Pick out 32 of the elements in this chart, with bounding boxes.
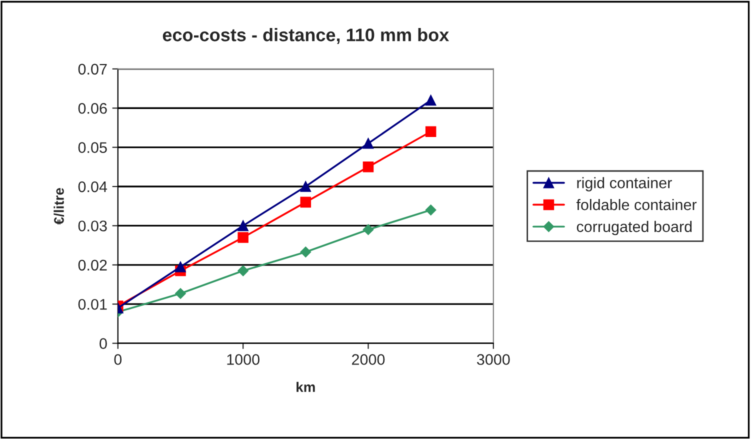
point xyxy=(300,196,312,208)
point xyxy=(175,261,186,272)
y-tick-label: 0.04 xyxy=(78,181,108,192)
point xyxy=(362,138,374,149)
point xyxy=(425,94,436,106)
x-tick-label: 1000 xyxy=(227,354,260,365)
legend-label: foldable container xyxy=(576,198,697,210)
chart-title: eco-costs - distance, 110 mm box xyxy=(162,28,450,44)
y-tick-label: 0.07 xyxy=(78,64,107,75)
legend-label: rigid container xyxy=(577,177,672,192)
point xyxy=(425,126,436,138)
y-tick-label: 0 xyxy=(100,338,107,349)
point xyxy=(300,246,312,258)
point xyxy=(238,265,249,276)
y-tick-label: 0.03 xyxy=(78,220,107,232)
y-tick-label: 0.05 xyxy=(78,142,107,153)
point xyxy=(362,162,374,172)
point xyxy=(238,232,248,243)
point xyxy=(362,224,374,236)
x-tick-label: 0 xyxy=(114,354,122,365)
y-tick-label: 0.01 xyxy=(78,298,107,310)
point xyxy=(300,181,312,192)
x-tick-label: 3000 xyxy=(477,354,510,365)
y-tick-label: 0.02 xyxy=(78,260,107,271)
y-axis-title: €/litre xyxy=(54,188,64,225)
y-tick-label: 0.06 xyxy=(78,102,107,114)
point xyxy=(425,204,436,216)
point xyxy=(175,288,186,299)
point xyxy=(238,220,248,232)
legend-label: corrugated board xyxy=(576,220,692,236)
x-tick-label: 2000 xyxy=(352,354,385,365)
x-axis-title: km xyxy=(296,382,315,392)
